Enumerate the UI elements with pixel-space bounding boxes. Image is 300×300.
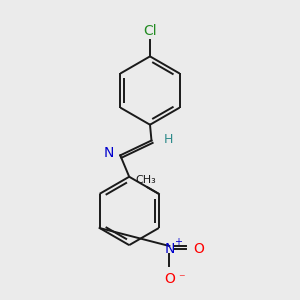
Text: O: O (193, 242, 204, 256)
Text: ⁻: ⁻ (178, 272, 185, 285)
Text: Cl: Cl (143, 24, 157, 38)
Text: +: + (174, 237, 182, 248)
Text: N: N (164, 242, 175, 256)
Text: N: N (103, 146, 114, 160)
Text: H: H (164, 133, 173, 146)
Text: CH₃: CH₃ (136, 175, 156, 185)
Text: O: O (164, 272, 175, 286)
